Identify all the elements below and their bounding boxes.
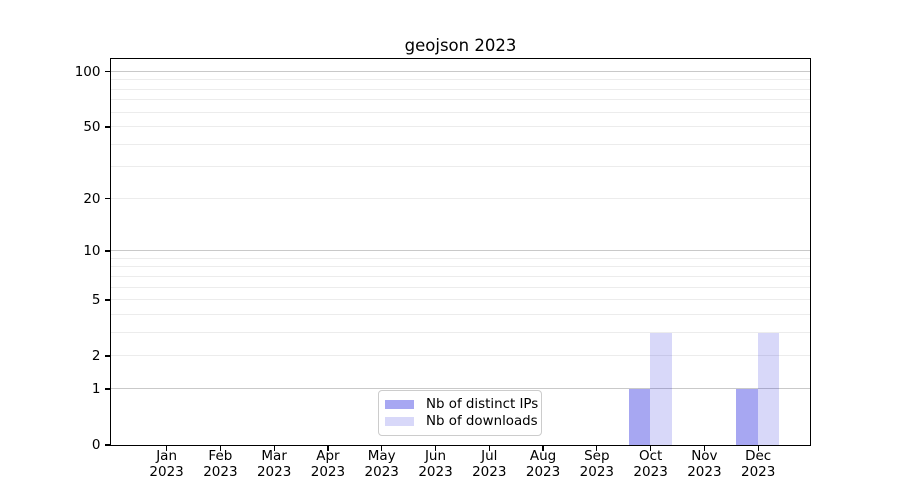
legend-item-downloads: Nb of downloads: [379, 413, 541, 429]
x-tick-jan: [165, 445, 168, 451]
x-tick-label-year: 2023: [418, 463, 453, 480]
x-tick-label-jan: Jan 2023: [135, 448, 199, 480]
y-tick-label-100: 100: [74, 63, 101, 80]
x-tick-mar: [273, 445, 275, 451]
y-tick-label-1: 1: [91, 380, 101, 397]
x-tick-label-aug: Aug 2023: [511, 448, 575, 480]
gridline-minor-9: [111, 257, 811, 259]
gridline-minor-6: [111, 286, 811, 288]
x-tick-sep: [596, 445, 598, 451]
x-tick-label-year: 2023: [364, 463, 399, 480]
gridline-minor-20: [111, 197, 811, 199]
bar-nb-of-downloads-dec: [757, 332, 780, 445]
y-tick-2: [104, 355, 111, 357]
x-tick-label-month: Jan: [156, 448, 177, 464]
chart-title: geojson 2023: [404, 36, 517, 55]
bar-nb-of-downloads-oct: [650, 332, 672, 445]
gridline-minor-8: [111, 266, 811, 268]
x-tick-label-month: Mar: [261, 448, 287, 464]
gridline-minor-2: [111, 355, 811, 357]
x-tick-label-jun: Jun 2023: [404, 448, 468, 480]
x-tick-label-year: 2023: [579, 463, 614, 480]
y-tick-10: [104, 250, 111, 252]
x-tick-label-jul: Jul 2023: [457, 448, 521, 480]
x-tick-label-year: 2023: [310, 463, 346, 480]
x-tick-label-dec: Dec 2023: [726, 448, 790, 480]
y-tick-20: [104, 198, 111, 200]
y-tick-50: [104, 126, 111, 128]
y-tick-label-10: 10: [83, 242, 101, 259]
gridline-major-1: [111, 388, 811, 390]
x-tick-label-mar: Mar 2023: [242, 448, 306, 480]
x-tick-label-year: 2023: [740, 463, 776, 480]
x-tick-label-oct: Oct 2023: [619, 448, 683, 480]
gridline-minor-90: [111, 79, 811, 81]
x-tick-label-year: 2023: [525, 463, 561, 480]
x-tick-label-month: Nov: [691, 448, 718, 464]
gridline-minor-80: [111, 88, 811, 90]
x-tick-label-month: Sep: [584, 448, 610, 464]
legend-label-downloads: Nb of downloads: [426, 413, 538, 429]
gridline-major-10: [111, 250, 811, 252]
x-tick-label-month: Apr: [316, 448, 340, 464]
plot-area: [110, 57, 812, 446]
y-tick-1: [104, 388, 111, 390]
x-tick-label-year: 2023: [687, 463, 722, 480]
x-tick-dec: [757, 445, 759, 451]
x-tick-label-year: 2023: [472, 463, 507, 480]
legend: Nb of distinct IPs Nb of downloads: [378, 390, 542, 436]
y-tick-5: [104, 299, 111, 301]
x-tick-feb: [219, 445, 222, 451]
legend-label-distinct-ips: Nb of distinct IPs: [426, 396, 539, 412]
bar-nb-of-distinct-ips-dec: [736, 388, 758, 445]
x-tick-apr: [327, 445, 329, 451]
gridline-minor-4: [111, 313, 811, 315]
y-tick-label-2: 2: [91, 348, 101, 365]
y-tick-label-5: 5: [91, 292, 101, 309]
y-tick-label-20: 20: [83, 190, 101, 207]
x-tick-label-feb: Feb 2023: [188, 448, 252, 480]
x-tick-label-month: Dec: [745, 448, 772, 464]
x-tick-label-month: Jul: [481, 448, 498, 464]
y-tick-label-0: 0: [91, 437, 101, 453]
x-tick-label-month: Oct: [638, 448, 663, 464]
gridline-minor-50: [111, 126, 811, 128]
y-tick-100: [104, 70, 111, 73]
gridline-minor-5: [111, 299, 811, 301]
gridline-minor-7: [111, 275, 811, 277]
x-tick-label-month: Feb: [208, 448, 233, 464]
gridline-minor-70: [111, 99, 811, 101]
x-tick-jul: [488, 445, 490, 451]
x-tick-label-year: 2023: [256, 463, 292, 480]
gridline-minor-40: [111, 143, 811, 145]
legend-swatch-distinct-ips: [385, 399, 414, 410]
x-tick-label-month: May: [367, 448, 396, 464]
x-tick-label-month: Aug: [529, 448, 557, 464]
x-tick-label-may: May 2023: [350, 448, 414, 480]
y-tick-0: [104, 444, 111, 446]
x-tick-jun: [434, 445, 437, 451]
x-tick-label-nov: Nov 2023: [672, 448, 736, 480]
x-tick-may: [381, 445, 383, 451]
x-tick-label-apr: Apr 2023: [296, 448, 360, 480]
legend-item-distinct-ips: Nb of distinct IPs: [379, 396, 541, 412]
x-tick-label-year: 2023: [633, 463, 668, 480]
x-tick-aug: [542, 445, 544, 451]
x-tick-label-year: 2023: [203, 463, 238, 480]
y-tick-label-50: 50: [83, 118, 101, 135]
gridline-major-100: [111, 70, 811, 72]
gridline-minor-30: [111, 166, 811, 168]
gridline-minor-60: [111, 111, 811, 113]
bar-nb-of-distinct-ips-oct: [628, 388, 651, 445]
x-tick-nov: [703, 445, 706, 451]
legend-swatch-downloads: [385, 416, 414, 427]
gridline-minor-3: [111, 332, 811, 334]
x-tick-label-month: Jun: [424, 448, 447, 464]
x-tick-label-sep: Sep 2023: [565, 448, 629, 480]
x-tick-label-year: 2023: [149, 463, 184, 480]
x-tick-oct: [649, 445, 652, 451]
